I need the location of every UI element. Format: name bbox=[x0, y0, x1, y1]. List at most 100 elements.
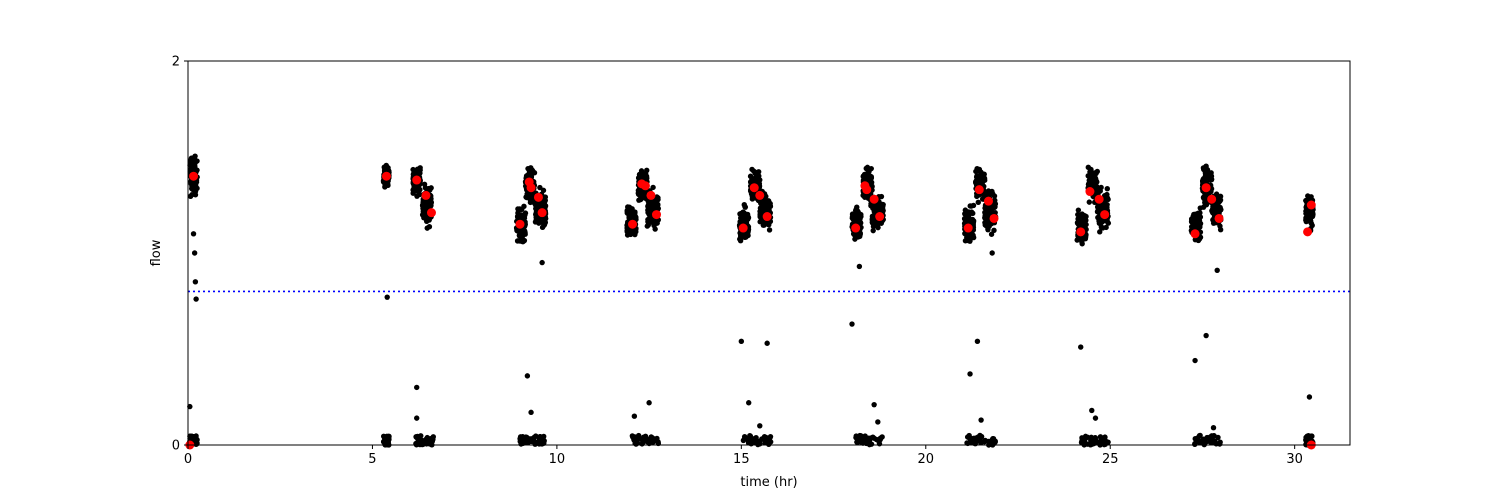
raw-point bbox=[990, 436, 996, 442]
raw-point bbox=[655, 196, 661, 203]
raw-point bbox=[1074, 237, 1080, 243]
raw-point bbox=[991, 193, 998, 199]
raw-point bbox=[417, 167, 423, 173]
raw-point bbox=[191, 154, 198, 161]
raw-point bbox=[1086, 199, 1093, 205]
y-tick-label: 0 bbox=[172, 439, 180, 454]
raw-point bbox=[517, 436, 523, 442]
mean-point bbox=[1190, 229, 1200, 239]
raw-point bbox=[759, 436, 765, 442]
raw-point bbox=[1202, 164, 1209, 170]
raw-point bbox=[870, 223, 877, 230]
raw-point bbox=[533, 433, 539, 439]
raw-point bbox=[1215, 434, 1221, 441]
raw-point bbox=[1306, 195, 1312, 201]
raw-point bbox=[645, 203, 651, 210]
raw-point bbox=[1211, 433, 1217, 439]
outlier-point bbox=[1203, 332, 1209, 339]
raw-point bbox=[1188, 224, 1195, 230]
raw-point bbox=[426, 224, 433, 230]
mean-point bbox=[983, 196, 993, 206]
outlier-point bbox=[849, 321, 855, 327]
raw-point bbox=[745, 435, 751, 442]
raw-point bbox=[624, 229, 630, 235]
raw-point bbox=[1204, 434, 1210, 441]
raw-point bbox=[1191, 211, 1197, 218]
raw-point bbox=[519, 206, 525, 213]
raw-point bbox=[519, 233, 525, 239]
raw-point bbox=[968, 203, 974, 209]
outlier-point bbox=[989, 250, 995, 256]
x-tick-label: 0 bbox=[184, 452, 192, 467]
mean-point bbox=[412, 175, 422, 185]
mean-point bbox=[1207, 194, 1217, 204]
raw-point bbox=[1104, 195, 1111, 201]
raw-point bbox=[187, 162, 193, 168]
raw-point bbox=[413, 187, 420, 194]
raw-point bbox=[991, 227, 997, 234]
mean-point bbox=[1100, 210, 1110, 220]
raw-point bbox=[1100, 225, 1106, 231]
outlier-point bbox=[190, 231, 197, 237]
raw-point bbox=[753, 173, 760, 180]
raw-point bbox=[650, 184, 656, 191]
raw-point bbox=[643, 435, 649, 441]
raw-point bbox=[636, 197, 642, 203]
raw-point bbox=[1081, 215, 1087, 221]
x-tick-label: 20 bbox=[918, 452, 935, 467]
y-axis-ticks: 02 bbox=[172, 55, 188, 454]
mean-point bbox=[515, 219, 525, 229]
mean-point bbox=[537, 208, 547, 218]
raw-point bbox=[1202, 202, 1209, 208]
raw-point bbox=[626, 206, 633, 212]
raw-point bbox=[634, 440, 641, 446]
mean-point bbox=[963, 223, 973, 233]
raw-point bbox=[1075, 221, 1082, 228]
raw-point bbox=[988, 231, 995, 237]
raw-point bbox=[978, 440, 984, 446]
mean-point bbox=[755, 190, 765, 200]
raw-point bbox=[193, 185, 199, 191]
raw-point bbox=[982, 437, 988, 444]
raw-point bbox=[742, 234, 748, 241]
raw-point bbox=[187, 157, 194, 164]
raw-point bbox=[967, 438, 974, 445]
mean-point bbox=[875, 212, 885, 222]
raw-point bbox=[533, 202, 539, 208]
raw-point bbox=[518, 228, 525, 234]
raw-point bbox=[761, 201, 767, 207]
raw-point bbox=[1092, 170, 1098, 176]
raw-point bbox=[642, 172, 648, 179]
raw-point bbox=[639, 441, 645, 447]
raw-point bbox=[529, 167, 535, 173]
raw-point bbox=[875, 224, 881, 231]
raw-point bbox=[1200, 178, 1206, 184]
raw-point bbox=[418, 433, 424, 439]
mean-point bbox=[1085, 187, 1095, 197]
raw-point bbox=[527, 172, 533, 178]
outlier-point bbox=[646, 400, 652, 406]
x-tick-label: 5 bbox=[368, 452, 376, 467]
raw-point bbox=[382, 436, 389, 443]
raw-point bbox=[1190, 219, 1196, 225]
raw-point bbox=[423, 218, 430, 224]
outlier-point bbox=[978, 417, 984, 423]
raw-point bbox=[752, 435, 758, 442]
raw-point bbox=[1192, 236, 1199, 243]
raw-point bbox=[655, 439, 661, 445]
raw-point bbox=[190, 436, 197, 443]
raw-point bbox=[536, 220, 542, 226]
raw-point bbox=[964, 209, 971, 216]
raw-point bbox=[1097, 434, 1104, 440]
x-tick-label: 10 bbox=[549, 452, 566, 467]
raw-point bbox=[973, 168, 979, 175]
mean-point bbox=[862, 185, 872, 195]
raw-point bbox=[742, 204, 748, 210]
mean-point bbox=[646, 190, 656, 200]
x-axis-label: time (hr) bbox=[740, 475, 797, 490]
raw-point bbox=[1195, 210, 1201, 216]
mean-point bbox=[762, 212, 772, 222]
mean-point bbox=[1306, 200, 1316, 210]
outlier-point bbox=[764, 340, 770, 346]
raw-point bbox=[1306, 209, 1312, 216]
